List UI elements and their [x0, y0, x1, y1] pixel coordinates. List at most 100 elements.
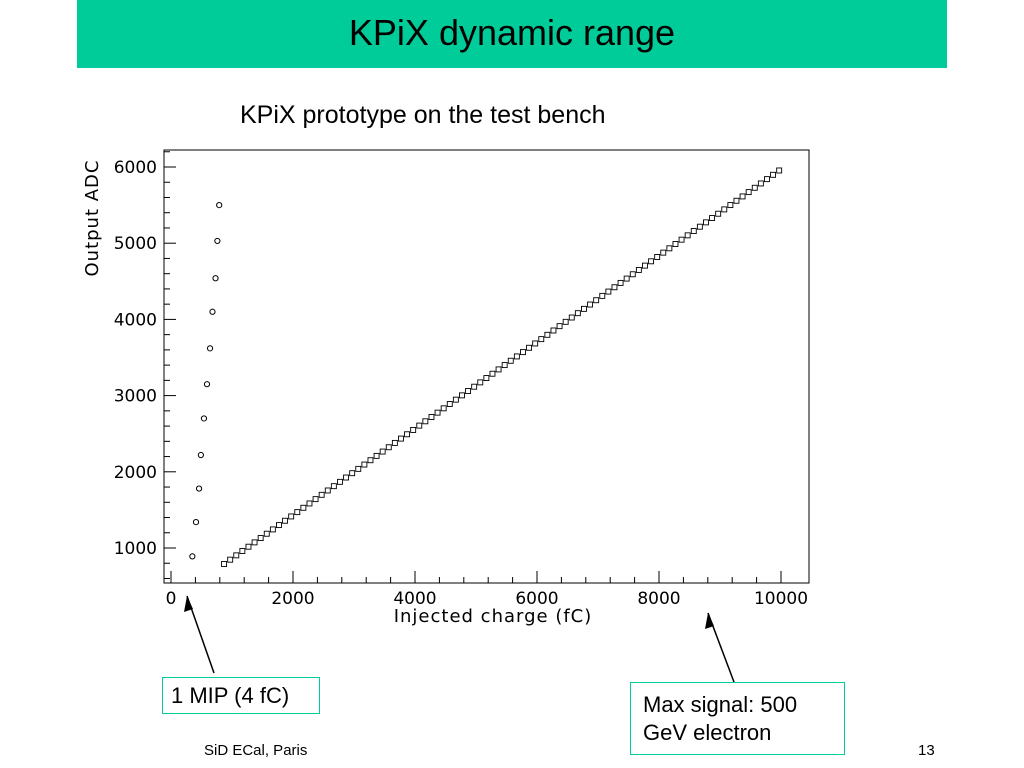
square-point — [556, 323, 563, 330]
square-point — [398, 435, 404, 442]
plot-frame — [163, 149, 810, 584]
x-tick-label: 8000 — [637, 589, 680, 609]
circle-point — [216, 202, 223, 209]
y-tick-label: 3000 — [114, 387, 157, 407]
square-point — [221, 561, 228, 567]
square-point — [495, 366, 502, 373]
square-point — [611, 284, 618, 291]
square-point — [550, 327, 557, 334]
square-point — [642, 262, 648, 269]
square-point — [623, 275, 630, 282]
square-point — [385, 444, 392, 451]
circle-point — [197, 451, 204, 459]
square-point — [678, 236, 685, 243]
page-number: 13 — [918, 742, 935, 759]
square-point — [355, 465, 362, 472]
square-point — [660, 249, 667, 256]
square-point — [434, 409, 441, 416]
square-point — [574, 310, 581, 317]
square-point — [428, 414, 435, 420]
x-axis: 0 2000 4000 6000 8000 10000 — [166, 571, 808, 609]
square-point — [721, 206, 728, 213]
circle-point — [200, 415, 208, 422]
square-point — [581, 305, 587, 312]
square-point — [654, 254, 661, 260]
y-tick-label: 2000 — [114, 463, 157, 483]
x-tick-label: 2000 — [271, 589, 314, 609]
square-point — [605, 288, 612, 295]
square-point — [452, 396, 459, 403]
square-point — [672, 241, 679, 247]
y-tick-label: 4000 — [114, 310, 157, 330]
square-point — [416, 422, 423, 429]
square-point — [696, 223, 703, 230]
square-point — [233, 552, 240, 559]
square-point — [568, 314, 575, 321]
square-point — [733, 197, 740, 204]
square-point — [318, 491, 325, 498]
mip-annotation-text: 1 MIP (4 fC) — [171, 683, 290, 708]
square-point — [532, 340, 539, 347]
square-point — [739, 193, 746, 200]
square-point — [666, 245, 673, 252]
square-point — [745, 189, 752, 196]
max-signal-line1: Max signal: 500 — [643, 692, 798, 717]
square-point — [306, 500, 313, 507]
square-point — [520, 349, 526, 356]
x-tick-label: 4000 — [393, 589, 436, 609]
square-point — [239, 548, 246, 554]
square-point — [294, 509, 301, 516]
square-point — [648, 258, 655, 265]
square-point — [361, 461, 368, 468]
x-axis-label: Injected charge (fC) — [394, 606, 593, 627]
square-point — [709, 215, 716, 221]
square-point — [751, 184, 758, 191]
square-point — [599, 292, 606, 299]
footer-text: SiD ECal, Paris — [204, 742, 308, 759]
square-point — [635, 266, 642, 273]
circle-point — [189, 553, 196, 560]
title-bar: KPiX dynamic range — [77, 0, 947, 68]
circle-point — [214, 237, 221, 245]
circle-point — [192, 518, 200, 526]
circle-point — [203, 381, 211, 388]
square-point — [324, 487, 331, 494]
square-point — [367, 457, 374, 464]
square-point — [300, 504, 307, 511]
square-point — [251, 539, 258, 546]
square-point — [538, 336, 545, 343]
square-point — [477, 379, 484, 386]
square-point — [459, 392, 465, 399]
square-point — [391, 439, 398, 446]
square-point — [593, 297, 600, 304]
square-point — [562, 318, 569, 325]
mip-arrow-head — [184, 596, 193, 612]
series-circles — [189, 202, 223, 560]
square-point — [422, 418, 429, 425]
square-point — [764, 176, 770, 183]
square-point — [629, 271, 636, 278]
square-point — [410, 426, 417, 433]
square-point — [288, 513, 295, 520]
max-signal-annotation: Max signal: 500 GeV electron — [630, 682, 845, 755]
x-tick-label: 10000 — [754, 589, 808, 609]
y-axis-label: Output ADC — [82, 160, 103, 277]
square-point — [617, 279, 624, 286]
square-point — [343, 474, 350, 481]
square-point — [770, 171, 777, 178]
x-tick-label: 6000 — [515, 589, 558, 609]
mip-annotation: 1 MIP (4 fC) — [162, 677, 320, 714]
square-point — [489, 370, 496, 377]
square-point — [690, 228, 697, 234]
chart-title: KPiX prototype on the test bench — [240, 101, 606, 129]
square-point — [507, 357, 514, 364]
x-tick-label: 0 — [166, 589, 177, 609]
square-point — [330, 483, 337, 490]
square-point — [404, 431, 411, 438]
square-point — [501, 362, 508, 369]
square-point — [373, 452, 380, 459]
circle-point — [212, 275, 219, 282]
square-point — [379, 448, 386, 455]
square-point — [263, 530, 270, 537]
